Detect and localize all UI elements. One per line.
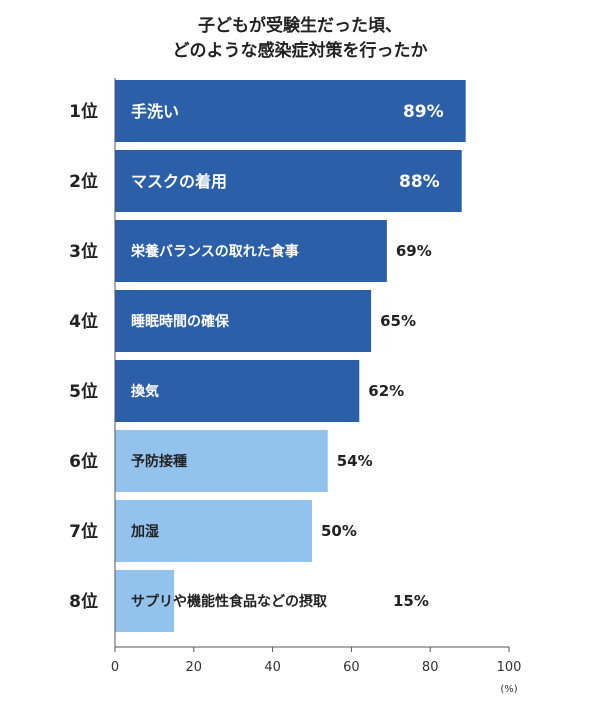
x-axis-unit: (%) xyxy=(500,684,517,695)
x-tick-label: 80 xyxy=(422,660,439,675)
bar xyxy=(115,430,328,492)
rank-label: 7位 xyxy=(69,521,98,542)
bar xyxy=(115,150,462,212)
x-tick-label: 60 xyxy=(343,660,360,675)
value-label: 15% xyxy=(393,592,429,610)
rank-label: 2位 xyxy=(69,171,98,192)
category-label: 栄養バランスの取れた食事 xyxy=(130,243,299,260)
category-label: 手洗い xyxy=(131,102,179,121)
rank-label: 6位 xyxy=(69,451,98,472)
category-label: 睡眠時間の確保 xyxy=(131,313,230,330)
category-label: マスクの着用 xyxy=(131,172,227,191)
rank-label: 8位 xyxy=(69,591,98,612)
rank-label: 5位 xyxy=(69,381,98,402)
bar xyxy=(115,80,466,142)
rank-label: 3位 xyxy=(69,241,98,262)
bar xyxy=(115,290,372,352)
bar xyxy=(115,360,360,422)
category-label: 加湿 xyxy=(130,524,159,540)
value-label: 69% xyxy=(396,242,432,260)
category-label: サプリや機能性食品などの摂取 xyxy=(131,593,328,610)
bar xyxy=(115,220,387,282)
x-tick-label: 20 xyxy=(186,660,203,675)
value-label: 65% xyxy=(380,312,416,330)
x-tick-label: 40 xyxy=(264,660,281,675)
value-label: 54% xyxy=(337,452,373,470)
category-label: 換気 xyxy=(131,383,159,400)
rank-label: 1位 xyxy=(69,101,98,122)
value-label: 88% xyxy=(399,172,440,192)
rank-label: 4位 xyxy=(69,311,98,332)
bar xyxy=(115,570,175,632)
bar xyxy=(115,500,312,562)
x-tick-label: 100 xyxy=(497,660,522,675)
chart-title-line: 子どもが受験生だった頃、 xyxy=(198,15,402,36)
x-tick-label: 0 xyxy=(111,660,119,675)
category-label: 予防接種 xyxy=(131,453,187,470)
value-label: 62% xyxy=(368,382,404,400)
chart-title-line: どのような感染症対策を行ったか xyxy=(173,40,428,61)
value-label: 50% xyxy=(321,522,357,540)
value-label: 89% xyxy=(403,102,444,122)
